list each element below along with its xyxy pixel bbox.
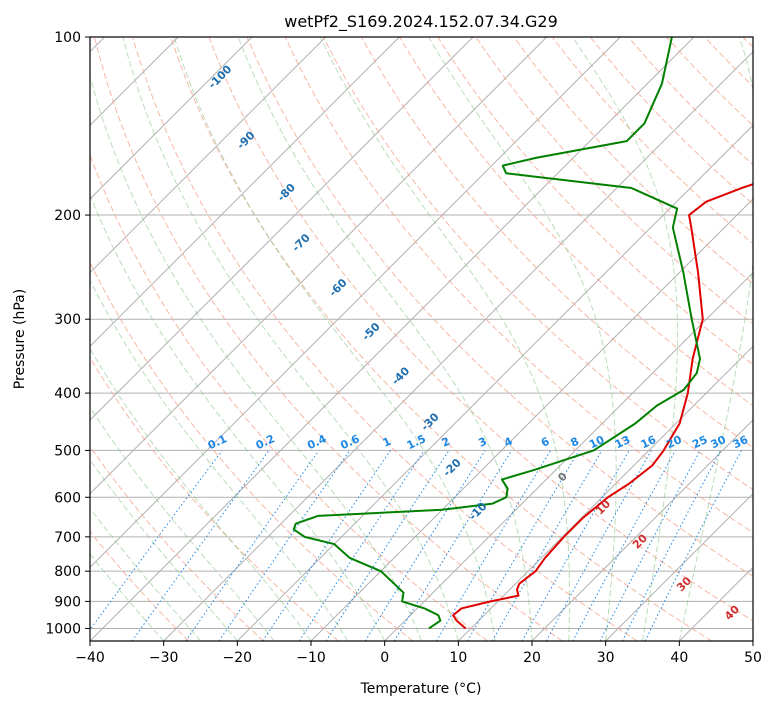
dry-adiabat-line [94, 37, 563, 641]
mixing-ratio-line [393, 450, 513, 641]
y-tick-label: 1000 [45, 621, 81, 637]
plot-frame [89, 36, 754, 642]
isotherm-line [90, 37, 548, 495]
y-tick-label: 400 [54, 386, 81, 402]
moist-adiabat-line [90, 458, 238, 641]
x-tick-label: 10 [449, 650, 467, 666]
moist-adiabat-line [90, 347, 312, 641]
isotherm-line [605, 492, 753, 641]
dry-adiabat-line [322, 37, 753, 491]
x-tick-label: −40 [75, 650, 105, 666]
dry-adiabat-line [246, 37, 753, 577]
isotherm-line [90, 37, 621, 569]
y-tick-label: 800 [54, 564, 81, 580]
moist-adiabat-line [237, 37, 533, 641]
isotherm-line [90, 37, 400, 348]
x-tick-label: −30 [149, 650, 179, 666]
mixing-ratio-line [218, 450, 351, 641]
isotherm-line [90, 37, 474, 421]
dry-adiabat-line [361, 37, 753, 448]
dry-adiabat-line [437, 37, 753, 366]
y-tick-label: 600 [54, 490, 81, 506]
x-tick-label: 50 [744, 650, 762, 666]
moist-adiabat-line [428, 37, 617, 641]
mixing-ratio-label: 10 [587, 433, 607, 451]
moist-adiabat-line [90, 553, 165, 641]
dry-adiabat-line [90, 153, 488, 641]
x-tick-label: 0 [380, 650, 389, 666]
moist-adiabat-line [319, 37, 571, 641]
x-tick-label: 40 [670, 650, 688, 666]
mixing-ratio-line [521, 450, 630, 641]
isotherm-line [163, 50, 753, 641]
dry-adiabat-line [208, 37, 753, 622]
mixing-ratio-line [325, 450, 450, 641]
isotherm-line [90, 37, 253, 200]
dry-adiabat-line [90, 530, 190, 641]
plot-area: -100-90-80-70-60-50-40-30-20-100.1 0.2 0.4… [90, 37, 753, 641]
mixing-ratio-label: 13 [613, 433, 632, 451]
isotherm-line [236, 124, 753, 641]
x-tick-label: −10 [296, 650, 326, 666]
x-tick-label: 30 [597, 650, 615, 666]
mixing-ratio-label: 30 [709, 433, 729, 451]
y-tick-label: 900 [54, 594, 81, 610]
moist-adiabat-line [173, 37, 496, 641]
moist-adiabat-line [572, 37, 679, 641]
dry-adiabat-line [284, 37, 753, 534]
isotherm-line [457, 345, 753, 641]
isotherm-line [90, 37, 327, 274]
moist-adiabat-line [678, 37, 753, 641]
mixing-ratio-label: 25 [690, 433, 709, 451]
temperature-trace [452, 183, 753, 630]
x-axis-label: Temperature (°C) [360, 681, 482, 697]
dry-adiabat-line [399, 37, 753, 407]
y-tick-label: 300 [54, 312, 81, 328]
mixing-ratio-label: 20 [664, 433, 684, 451]
mixing-ratio-line [435, 450, 552, 641]
isotherm-line [531, 419, 753, 641]
mixing-ratio-line [491, 450, 603, 641]
moist-adiabat-line [90, 406, 275, 641]
mixing-ratio-line [572, 450, 676, 641]
moist-adiabat-line [90, 193, 386, 641]
x-tick-label: 20 [523, 650, 541, 666]
y-tick-label: 500 [54, 443, 81, 459]
axes: −40 −30 −20 −10 0 10 20 30 40 50 100 200 300 400 500 60… [45, 30, 762, 666]
isotherm-line [384, 271, 753, 641]
chart-title: wetPf2_S169.2024.152.07.34.G29 [284, 12, 558, 32]
dry-adiabat-line [132, 37, 638, 641]
mixing-ratio-line [131, 450, 270, 641]
y-tick-label: 700 [54, 530, 81, 546]
dry-adiabat-line [90, 261, 414, 641]
mixing-ratio-line [364, 450, 486, 641]
mixing-ratio-label: 16 [639, 433, 659, 451]
x-tick-label: −20 [223, 650, 253, 666]
mixing-ratio-line [90, 450, 223, 631]
mixing-ratio-line [467, 450, 580, 641]
y-tick-label: 100 [54, 30, 81, 46]
dewpoint-trace [292, 37, 702, 630]
mixing-ratio-line [545, 450, 652, 641]
y-axis-label: Pressure (hPa) [12, 289, 28, 389]
moist-adiabat-line [122, 37, 459, 641]
mixing-ratio-label: 36 [731, 433, 751, 451]
moist-adiabat-line [90, 507, 201, 641]
y-tick-label: 200 [54, 208, 81, 224]
